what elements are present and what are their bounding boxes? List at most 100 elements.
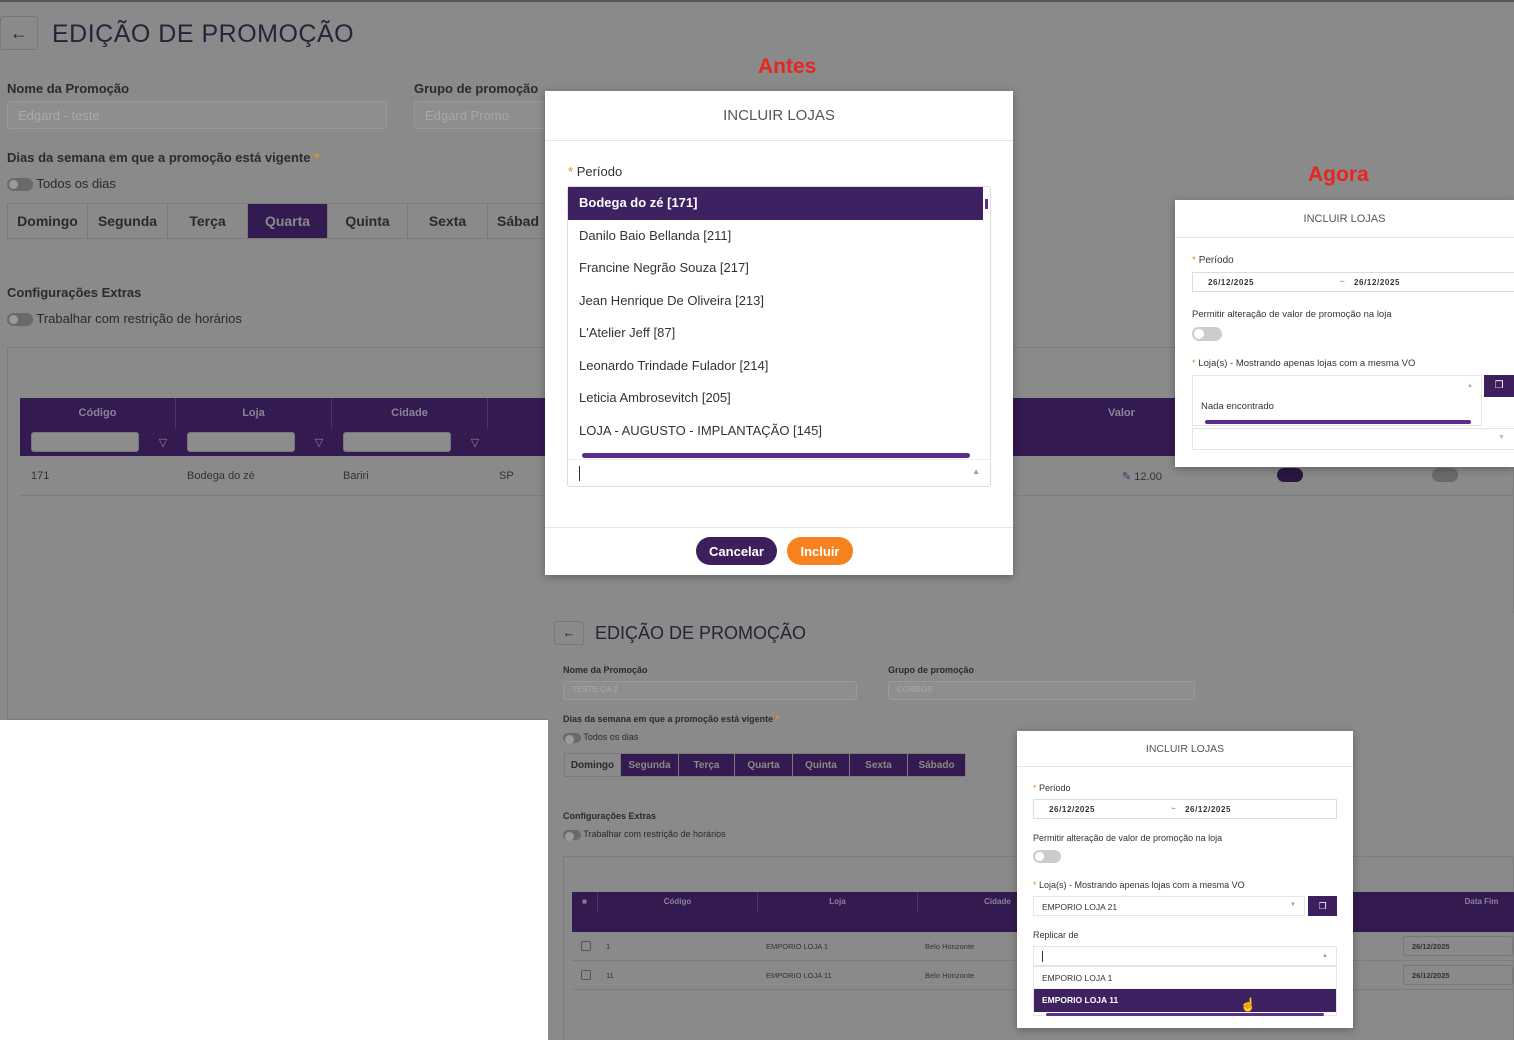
- store-dropdown[interactable]: Bodega do zé [171] Danilo Baio Bellanda […: [567, 186, 991, 487]
- cell-codigo: 171: [31, 470, 50, 482]
- day-segunda[interactable]: Segunda: [621, 754, 679, 776]
- date-fim-input[interactable]: 26/12/2025: [1403, 965, 1513, 985]
- all-days-toggle[interactable]: Todos os dias: [7, 176, 116, 192]
- dropdown-option[interactable]: EMPORIO LOJA 1: [1034, 967, 1336, 989]
- replicate-label: Replicar de: [1033, 930, 1079, 940]
- name-label: Nome da Promoção: [563, 665, 648, 675]
- dropdown-option[interactable]: Jean Henrique De Oliveira [213]: [579, 292, 764, 308]
- cancel-button[interactable]: Cancelar: [696, 537, 777, 565]
- include-stores-modal-after-bottom: INCLUIR LOJAS * Período 26/12/2025 ~ 26/…: [1017, 731, 1353, 1028]
- all-days-label: Todos os dias: [36, 176, 116, 191]
- period-label: * Período: [568, 164, 623, 179]
- option-text: EMPORIO LOJA 11: [1042, 995, 1119, 1005]
- day-sexta[interactable]: Sexta: [408, 204, 488, 238]
- dropdown-option[interactable]: LOJA - AUGUSTO - IMPLANTAÇÃO [145]: [579, 422, 822, 438]
- day-quinta[interactable]: Quinta: [793, 754, 850, 776]
- search-input[interactable]: ▲: [568, 459, 990, 487]
- all-days-toggle[interactable]: Todos os dias: [563, 732, 638, 744]
- scrollbar[interactable]: [1205, 420, 1471, 424]
- row-checkbox[interactable]: [581, 970, 591, 980]
- col-codigo[interactable]: Código: [20, 398, 176, 428]
- hand-cursor-icon: ☝: [1240, 997, 1257, 1012]
- empty-dropdown: Nada encontrado: [1192, 396, 1482, 426]
- toggle-on[interactable]: [1277, 468, 1303, 482]
- period-label-text: Período: [576, 164, 623, 179]
- cell-uf: SP: [499, 470, 514, 482]
- col-codigo[interactable]: Código: [598, 892, 758, 912]
- row-checkbox[interactable]: [581, 941, 591, 951]
- day-sexta[interactable]: Sexta: [850, 754, 908, 776]
- stores-select[interactable]: EMPORIO LOJA 21 ▼: [1033, 896, 1305, 916]
- day-sabado[interactable]: Sábad: [488, 204, 548, 238]
- dropdown-option-highlighted[interactable]: EMPORIO LOJA 11 ☝: [1034, 989, 1336, 1012]
- replicate-select[interactable]: ▼: [1192, 428, 1514, 450]
- dropdown-option[interactable]: Leticia Ambrosevitch [205]: [579, 390, 731, 405]
- scrollbar[interactable]: [1046, 1013, 1324, 1016]
- day-domingo[interactable]: Domingo: [565, 754, 621, 776]
- day-domingo[interactable]: Domingo: [8, 204, 88, 238]
- edit-icon[interactable]: ✎: [1122, 471, 1132, 483]
- date-start[interactable]: 26/12/2025: [1208, 278, 1255, 287]
- select-all-checkbox[interactable]: ■: [572, 892, 598, 912]
- day-quarta[interactable]: Quarta: [735, 754, 793, 776]
- days-label: Dias da semana em que a promoção está vi…: [563, 714, 780, 724]
- filter-icon[interactable]: ▽: [158, 436, 168, 449]
- day-terca[interactable]: Terça: [168, 204, 248, 238]
- copy-button[interactable]: ❐: [1308, 896, 1337, 916]
- day-quarta[interactable]: Quarta: [248, 204, 328, 238]
- cell-loja: Bodega do zé: [187, 470, 255, 482]
- col-cidade[interactable]: Cidade: [332, 398, 488, 428]
- date-range[interactable]: 26/12/2025 ~ 26/12/2025: [1033, 799, 1337, 819]
- stores-select[interactable]: ▲: [1192, 375, 1482, 397]
- date-fim-input[interactable]: 26/12/2025: [1403, 936, 1513, 956]
- copy-button[interactable]: ❐: [1484, 375, 1514, 397]
- restriction-toggle[interactable]: Trabalhar com restrição de horários: [563, 829, 726, 841]
- group-input[interactable]: COMBOS: [888, 681, 1195, 700]
- toggle-off[interactable]: [1432, 468, 1458, 482]
- col-loja[interactable]: Loja: [758, 892, 918, 912]
- cell-valor[interactable]: ✎ 12.00: [1122, 470, 1162, 483]
- day-segunda[interactable]: Segunda: [88, 204, 168, 238]
- name-input[interactable]: Edgard - teste: [7, 101, 387, 129]
- replicate-input[interactable]: ▲: [1033, 946, 1337, 966]
- dropdown-option[interactable]: Danilo Baio Bellanda [211]: [579, 227, 732, 243]
- date-fim-text: 26/12/2025: [1412, 971, 1450, 980]
- toggle-switch[interactable]: [7, 313, 33, 327]
- back-button[interactable]: ←: [0, 16, 38, 50]
- vertical-scrollbar[interactable]: [985, 199, 988, 209]
- day-quinta[interactable]: Quinta: [328, 204, 408, 238]
- day-sabado[interactable]: Sábado: [908, 754, 965, 776]
- date-range[interactable]: 26/12/2025 ~ 26/12/2025: [1192, 272, 1514, 292]
- cell-codigo: 11: [606, 971, 614, 980]
- caret-up-icon[interactable]: ▲: [972, 467, 980, 476]
- annotation-after: Agora: [1308, 163, 1369, 186]
- dropdown-option[interactable]: L'Atelier Jeff [87]: [579, 325, 676, 340]
- filter-icon[interactable]: ▽: [314, 436, 324, 449]
- filter-input[interactable]: [31, 432, 139, 452]
- group-input[interactable]: Edgard Promo: [414, 101, 554, 129]
- dropdown-option[interactable]: Bodega do zé [171]: [568, 187, 983, 220]
- allow-label: Permitir alteração de valor de promoção …: [1192, 309, 1392, 320]
- back-button[interactable]: ←: [554, 621, 584, 645]
- col-data-fim[interactable]: Data Fim: [1464, 897, 1499, 906]
- allow-toggle[interactable]: [1192, 327, 1222, 341]
- filter-input[interactable]: [187, 432, 295, 452]
- scrollbar[interactable]: [582, 453, 970, 458]
- toggle-switch[interactable]: [7, 178, 33, 192]
- day-terca[interactable]: Terça: [679, 754, 735, 776]
- date-fim-text: 26/12/2025: [1412, 942, 1450, 951]
- stores-label-text: Loja(s) - Mostrando apenas lojas com a m…: [1198, 358, 1416, 369]
- filter-icon[interactable]: ▽: [470, 436, 480, 449]
- allow-toggle[interactable]: [1033, 850, 1061, 863]
- restriction-toggle[interactable]: Trabalhar com restrição de horários: [7, 311, 242, 327]
- date-end[interactable]: 26/12/2025: [1354, 278, 1401, 287]
- date-end[interactable]: 26/12/2025: [1185, 805, 1232, 814]
- dropdown-option[interactable]: Francine Negrão Souza [217]: [579, 260, 749, 275]
- include-button[interactable]: Incluir: [787, 537, 853, 565]
- filter-input[interactable]: [343, 432, 451, 452]
- col-loja[interactable]: Loja: [176, 398, 332, 428]
- cell-loja: EMPORIO LOJA 11: [766, 971, 832, 980]
- name-input[interactable]: TESTE QA 2: [563, 681, 857, 700]
- dropdown-option[interactable]: Leonardo Trindade Fulador [214]: [579, 357, 769, 373]
- date-start[interactable]: 26/12/2025: [1049, 805, 1096, 814]
